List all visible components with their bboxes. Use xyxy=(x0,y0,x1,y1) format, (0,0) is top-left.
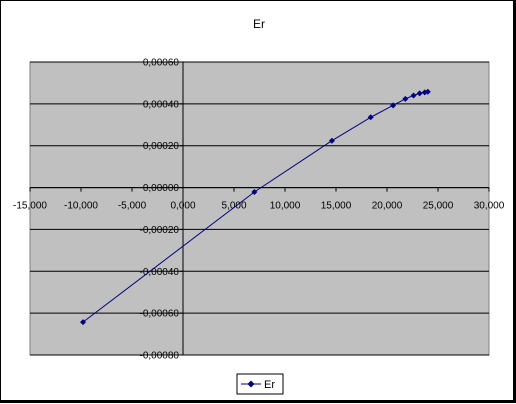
y-tick-label: 0,00060 xyxy=(143,58,180,69)
y-tick-label: -0,00060 xyxy=(140,309,180,320)
legend-marker xyxy=(247,380,255,388)
data-point xyxy=(390,102,397,109)
data-point xyxy=(80,319,87,326)
legend-label: Er xyxy=(264,379,275,391)
y-tick-label: -0,00020 xyxy=(140,225,180,236)
data-point xyxy=(402,95,409,102)
plot-area xyxy=(29,61,490,356)
x-tick-label: -15,000 xyxy=(13,201,47,212)
data-point xyxy=(251,188,258,195)
x-tick-label: 25,000 xyxy=(423,201,454,212)
x-tick-label: 0,000 xyxy=(170,201,195,212)
y-tick-label: 0,00040 xyxy=(143,99,180,110)
data-point xyxy=(424,88,431,95)
legend: Er xyxy=(236,373,284,395)
series-line xyxy=(82,91,428,323)
axes: 0,00060 0,00040 0,00020 0,00000 -0,00020 -0,0… xyxy=(13,58,505,362)
x-tick-label: 5,000 xyxy=(221,201,246,212)
x-tick-label: 20,000 xyxy=(372,201,403,212)
x-tick-label: -10,000 xyxy=(64,201,98,212)
x-tick-label: -5,000 xyxy=(118,201,147,212)
chart-title: Er xyxy=(253,17,265,31)
x-tick-label: 10,000 xyxy=(270,201,301,212)
y-tick-label: -0,00080 xyxy=(140,351,180,362)
x-tick-label: 15,000 xyxy=(321,201,352,212)
data-point xyxy=(416,90,423,97)
data-point xyxy=(367,114,374,121)
series-er xyxy=(80,88,431,326)
data-point xyxy=(328,137,335,144)
x-tick-label: 30,000 xyxy=(474,201,505,212)
y-tick-label: 0,00020 xyxy=(143,141,180,152)
data-point xyxy=(410,92,417,99)
y-tick-label: 0,00000 xyxy=(143,183,180,194)
y-tick-label: -0,00040 xyxy=(140,267,180,278)
